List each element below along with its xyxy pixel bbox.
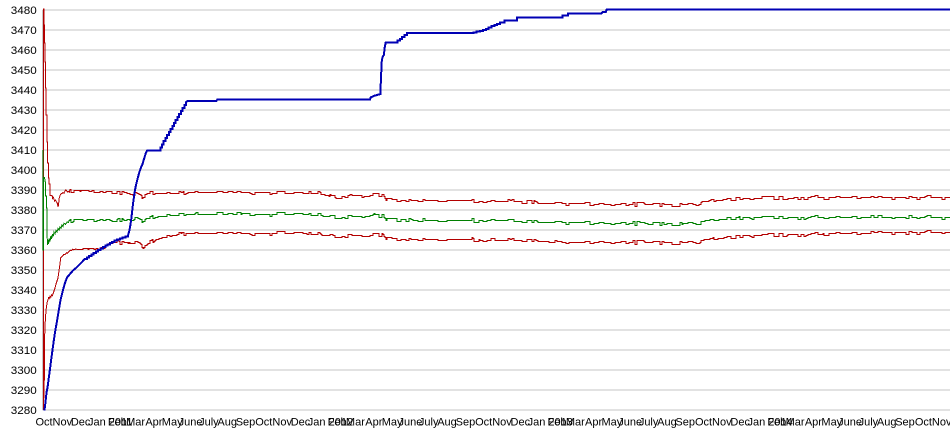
svg-text:Jan 2011: Jan 2011 bbox=[88, 417, 132, 429]
svg-text:Apr: Apr bbox=[365, 417, 382, 429]
svg-text:June: June bbox=[838, 417, 862, 429]
svg-text:Aug: Aug bbox=[217, 417, 237, 429]
svg-text:Jan 2014: Jan 2014 bbox=[748, 417, 793, 429]
svg-text:Apr: Apr bbox=[585, 417, 602, 429]
svg-text:Dec: Dec bbox=[511, 417, 531, 429]
svg-text:Mar: Mar bbox=[566, 417, 585, 429]
svg-text:3290: 3290 bbox=[11, 385, 37, 397]
svg-text:Jan 2013: Jan 2013 bbox=[528, 417, 573, 429]
svg-text:Sep: Sep bbox=[456, 417, 476, 429]
svg-text:Oct: Oct bbox=[35, 417, 52, 429]
svg-text:Oct: Oct bbox=[475, 417, 492, 429]
svg-text:3470: 3470 bbox=[11, 25, 37, 37]
svg-text:Aug: Aug bbox=[877, 417, 897, 429]
svg-text:Jan 2012: Jan 2012 bbox=[308, 417, 353, 429]
svg-text:Sep: Sep bbox=[236, 417, 256, 429]
svg-text:Aug: Aug bbox=[657, 417, 677, 429]
svg-text:June: June bbox=[398, 417, 422, 429]
svg-text:3320: 3320 bbox=[11, 325, 37, 337]
svg-text:Aug: Aug bbox=[437, 417, 457, 429]
svg-text:July: July bbox=[199, 417, 219, 429]
svg-text:Feb: Feb bbox=[328, 417, 347, 429]
svg-text:July: July bbox=[639, 417, 659, 429]
svg-text:Nov: Nov bbox=[492, 417, 512, 429]
svg-text:Nov: Nov bbox=[272, 417, 292, 429]
svg-text:3410: 3410 bbox=[11, 145, 37, 157]
svg-text:Oct: Oct bbox=[255, 417, 272, 429]
svg-text:3370: 3370 bbox=[11, 225, 37, 237]
svg-text:3450: 3450 bbox=[11, 65, 37, 77]
svg-text:Feb: Feb bbox=[108, 417, 127, 429]
svg-text:June: June bbox=[618, 417, 642, 429]
svg-text:Nov: Nov bbox=[712, 417, 732, 429]
svg-text:3310: 3310 bbox=[11, 345, 37, 357]
svg-text:3430: 3430 bbox=[11, 105, 37, 117]
svg-text:Dec: Dec bbox=[730, 417, 750, 429]
svg-text:3480: 3480 bbox=[11, 5, 37, 17]
svg-text:July: July bbox=[419, 417, 439, 429]
svg-text:Mar: Mar bbox=[346, 417, 365, 429]
svg-text:Apr: Apr bbox=[145, 417, 162, 429]
svg-text:Feb: Feb bbox=[767, 417, 786, 429]
svg-text:Nov: Nov bbox=[53, 417, 73, 429]
svg-text:3300: 3300 bbox=[11, 365, 37, 377]
svg-text:Sep: Sep bbox=[675, 417, 695, 429]
svg-text:3330: 3330 bbox=[11, 305, 37, 317]
svg-text:3390: 3390 bbox=[11, 185, 37, 197]
svg-text:Dec: Dec bbox=[71, 417, 91, 429]
svg-text:Oct: Oct bbox=[915, 417, 932, 429]
svg-text:3340: 3340 bbox=[11, 285, 37, 297]
svg-text:May: May bbox=[821, 417, 842, 429]
svg-text:3460: 3460 bbox=[11, 45, 37, 57]
svg-text:Sep: Sep bbox=[895, 417, 915, 429]
svg-text:Dec: Dec bbox=[291, 417, 311, 429]
svg-text:July: July bbox=[859, 417, 879, 429]
svg-text:3280: 3280 bbox=[11, 405, 37, 417]
svg-text:May: May bbox=[162, 417, 183, 429]
svg-text:Mar: Mar bbox=[786, 417, 805, 429]
svg-text:June: June bbox=[179, 417, 203, 429]
svg-text:3400: 3400 bbox=[11, 165, 37, 177]
svg-text:Feb: Feb bbox=[548, 417, 567, 429]
svg-text:3380: 3380 bbox=[11, 205, 37, 217]
svg-text:Apr: Apr bbox=[805, 417, 822, 429]
svg-text:Mar: Mar bbox=[126, 417, 145, 429]
svg-text:May: May bbox=[382, 417, 403, 429]
svg-text:3350: 3350 bbox=[11, 265, 37, 277]
svg-text:May: May bbox=[602, 417, 623, 429]
svg-text:3420: 3420 bbox=[11, 125, 37, 137]
svg-text:3440: 3440 bbox=[11, 85, 37, 97]
svg-text:Oct: Oct bbox=[695, 417, 712, 429]
svg-text:3360: 3360 bbox=[11, 245, 37, 257]
svg-text:Nov: Nov bbox=[932, 417, 950, 429]
